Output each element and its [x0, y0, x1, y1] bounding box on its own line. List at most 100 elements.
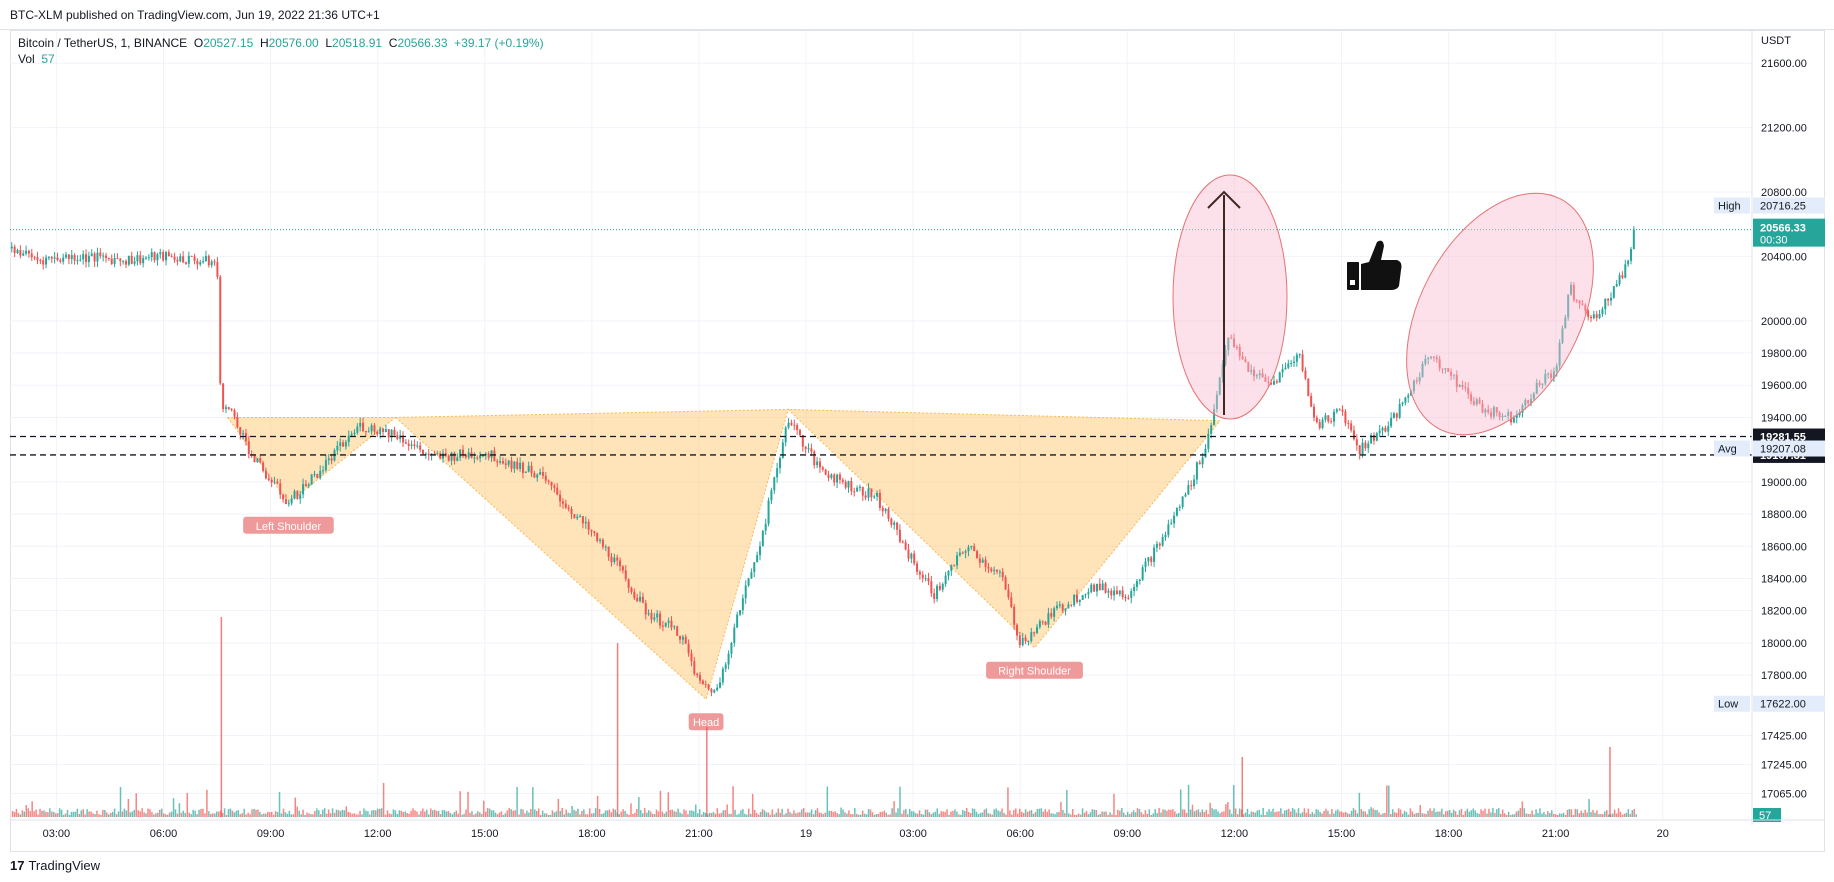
candle-body [353, 432, 356, 435]
volume-bar [162, 813, 165, 817]
volume-bar [1360, 809, 1363, 817]
volume-bar [563, 814, 565, 817]
volume-bar [1344, 811, 1347, 817]
candle-body [1521, 405, 1524, 413]
volume-bar [677, 808, 679, 817]
published-info: BTC-XLM published on TradingView.com, Ju… [10, 8, 380, 22]
volume-bar [255, 809, 257, 817]
volume-bar [512, 810, 514, 817]
candle-body [359, 422, 362, 427]
volume-bar [204, 813, 206, 817]
candle-body [1352, 430, 1355, 440]
volume-bar [1254, 812, 1257, 817]
volume-bar [259, 811, 261, 817]
volume-bar [1452, 809, 1455, 817]
thumbs-up-hand [1361, 240, 1402, 290]
candle-body [1444, 368, 1447, 370]
volume-bar [587, 814, 589, 817]
candle-body [287, 503, 290, 505]
candle-body [473, 457, 476, 459]
volume-bar [88, 811, 90, 817]
volume-bar [1150, 814, 1153, 817]
volume-bar [1311, 811, 1314, 817]
volume-bar [1523, 808, 1526, 817]
volume-bar [272, 814, 275, 817]
candle-body [601, 539, 604, 547]
volume-bar [922, 814, 925, 817]
volume-bar [1556, 814, 1559, 817]
volume-bar [1101, 811, 1103, 817]
candle-body [590, 529, 593, 532]
volume-bar [349, 812, 351, 817]
candle-body [693, 661, 696, 674]
candle-body [76, 260, 79, 262]
volume-bar [265, 813, 267, 817]
candle-body [1527, 400, 1530, 404]
candle-body [1247, 362, 1250, 372]
volume-bar [620, 811, 622, 817]
volume-bar [337, 810, 340, 817]
candle-body [547, 480, 550, 482]
candle-body [153, 252, 156, 261]
candle-body [841, 479, 844, 482]
candle-body [1438, 359, 1441, 369]
volume-bar [1207, 814, 1209, 817]
volume-bar [1407, 814, 1410, 817]
candle-body [956, 555, 959, 566]
candle-body [1087, 592, 1090, 595]
volume-bar [1215, 809, 1217, 817]
volume-bar [392, 809, 395, 817]
volume-spike [220, 617, 223, 817]
tradingview-logo[interactable]: 17 TradingView [10, 858, 100, 873]
volume-bar [1547, 811, 1549, 817]
candle-body [1395, 413, 1398, 418]
candle-body [793, 424, 796, 426]
candle-body [1355, 439, 1358, 446]
time-tick-label: 19 [800, 828, 812, 840]
volume-bar [516, 786, 518, 817]
volume-bar [1073, 814, 1076, 817]
candle-body [487, 453, 490, 458]
candle-body [747, 578, 750, 586]
volume-bar [475, 813, 477, 817]
volume-bar [734, 809, 736, 817]
volume-bar [1564, 814, 1567, 817]
volume-bar [1046, 811, 1048, 817]
candle-body [679, 635, 682, 640]
volume-bar [924, 809, 927, 817]
volume-bar [581, 810, 583, 817]
candle-body [1061, 604, 1064, 611]
candle-body [1452, 374, 1455, 376]
volume-bar [547, 814, 550, 817]
volume-bar [1340, 811, 1343, 817]
volume-bar [1164, 809, 1166, 817]
volume-bar [365, 810, 367, 817]
volume-bar [1262, 808, 1264, 817]
candle-body [1415, 380, 1418, 382]
volume-bar [206, 789, 208, 817]
volume-bar [1048, 809, 1050, 817]
volume-bar [1582, 812, 1584, 817]
volume-bar [1348, 813, 1351, 817]
volume-bar [237, 810, 240, 817]
candle-body [222, 383, 225, 410]
candle-body [110, 258, 113, 264]
volume-bar [64, 813, 67, 817]
volume-bar [215, 811, 218, 817]
volume-bar [936, 808, 939, 817]
volume-bar [575, 810, 577, 817]
volume-bar [107, 814, 110, 817]
candle-body [199, 262, 202, 265]
candle-body [1598, 314, 1601, 318]
volume-bar [681, 813, 683, 817]
volume-bar [465, 809, 467, 817]
volume-bar [292, 814, 295, 817]
volume-bar [74, 811, 77, 817]
price-tick-label: 21200.00 [1761, 123, 1807, 135]
candle-body [39, 260, 42, 262]
volume-bar [1238, 808, 1241, 817]
candle-body [730, 642, 733, 654]
volume-bar [1413, 813, 1416, 817]
volume-bar [1621, 814, 1624, 817]
